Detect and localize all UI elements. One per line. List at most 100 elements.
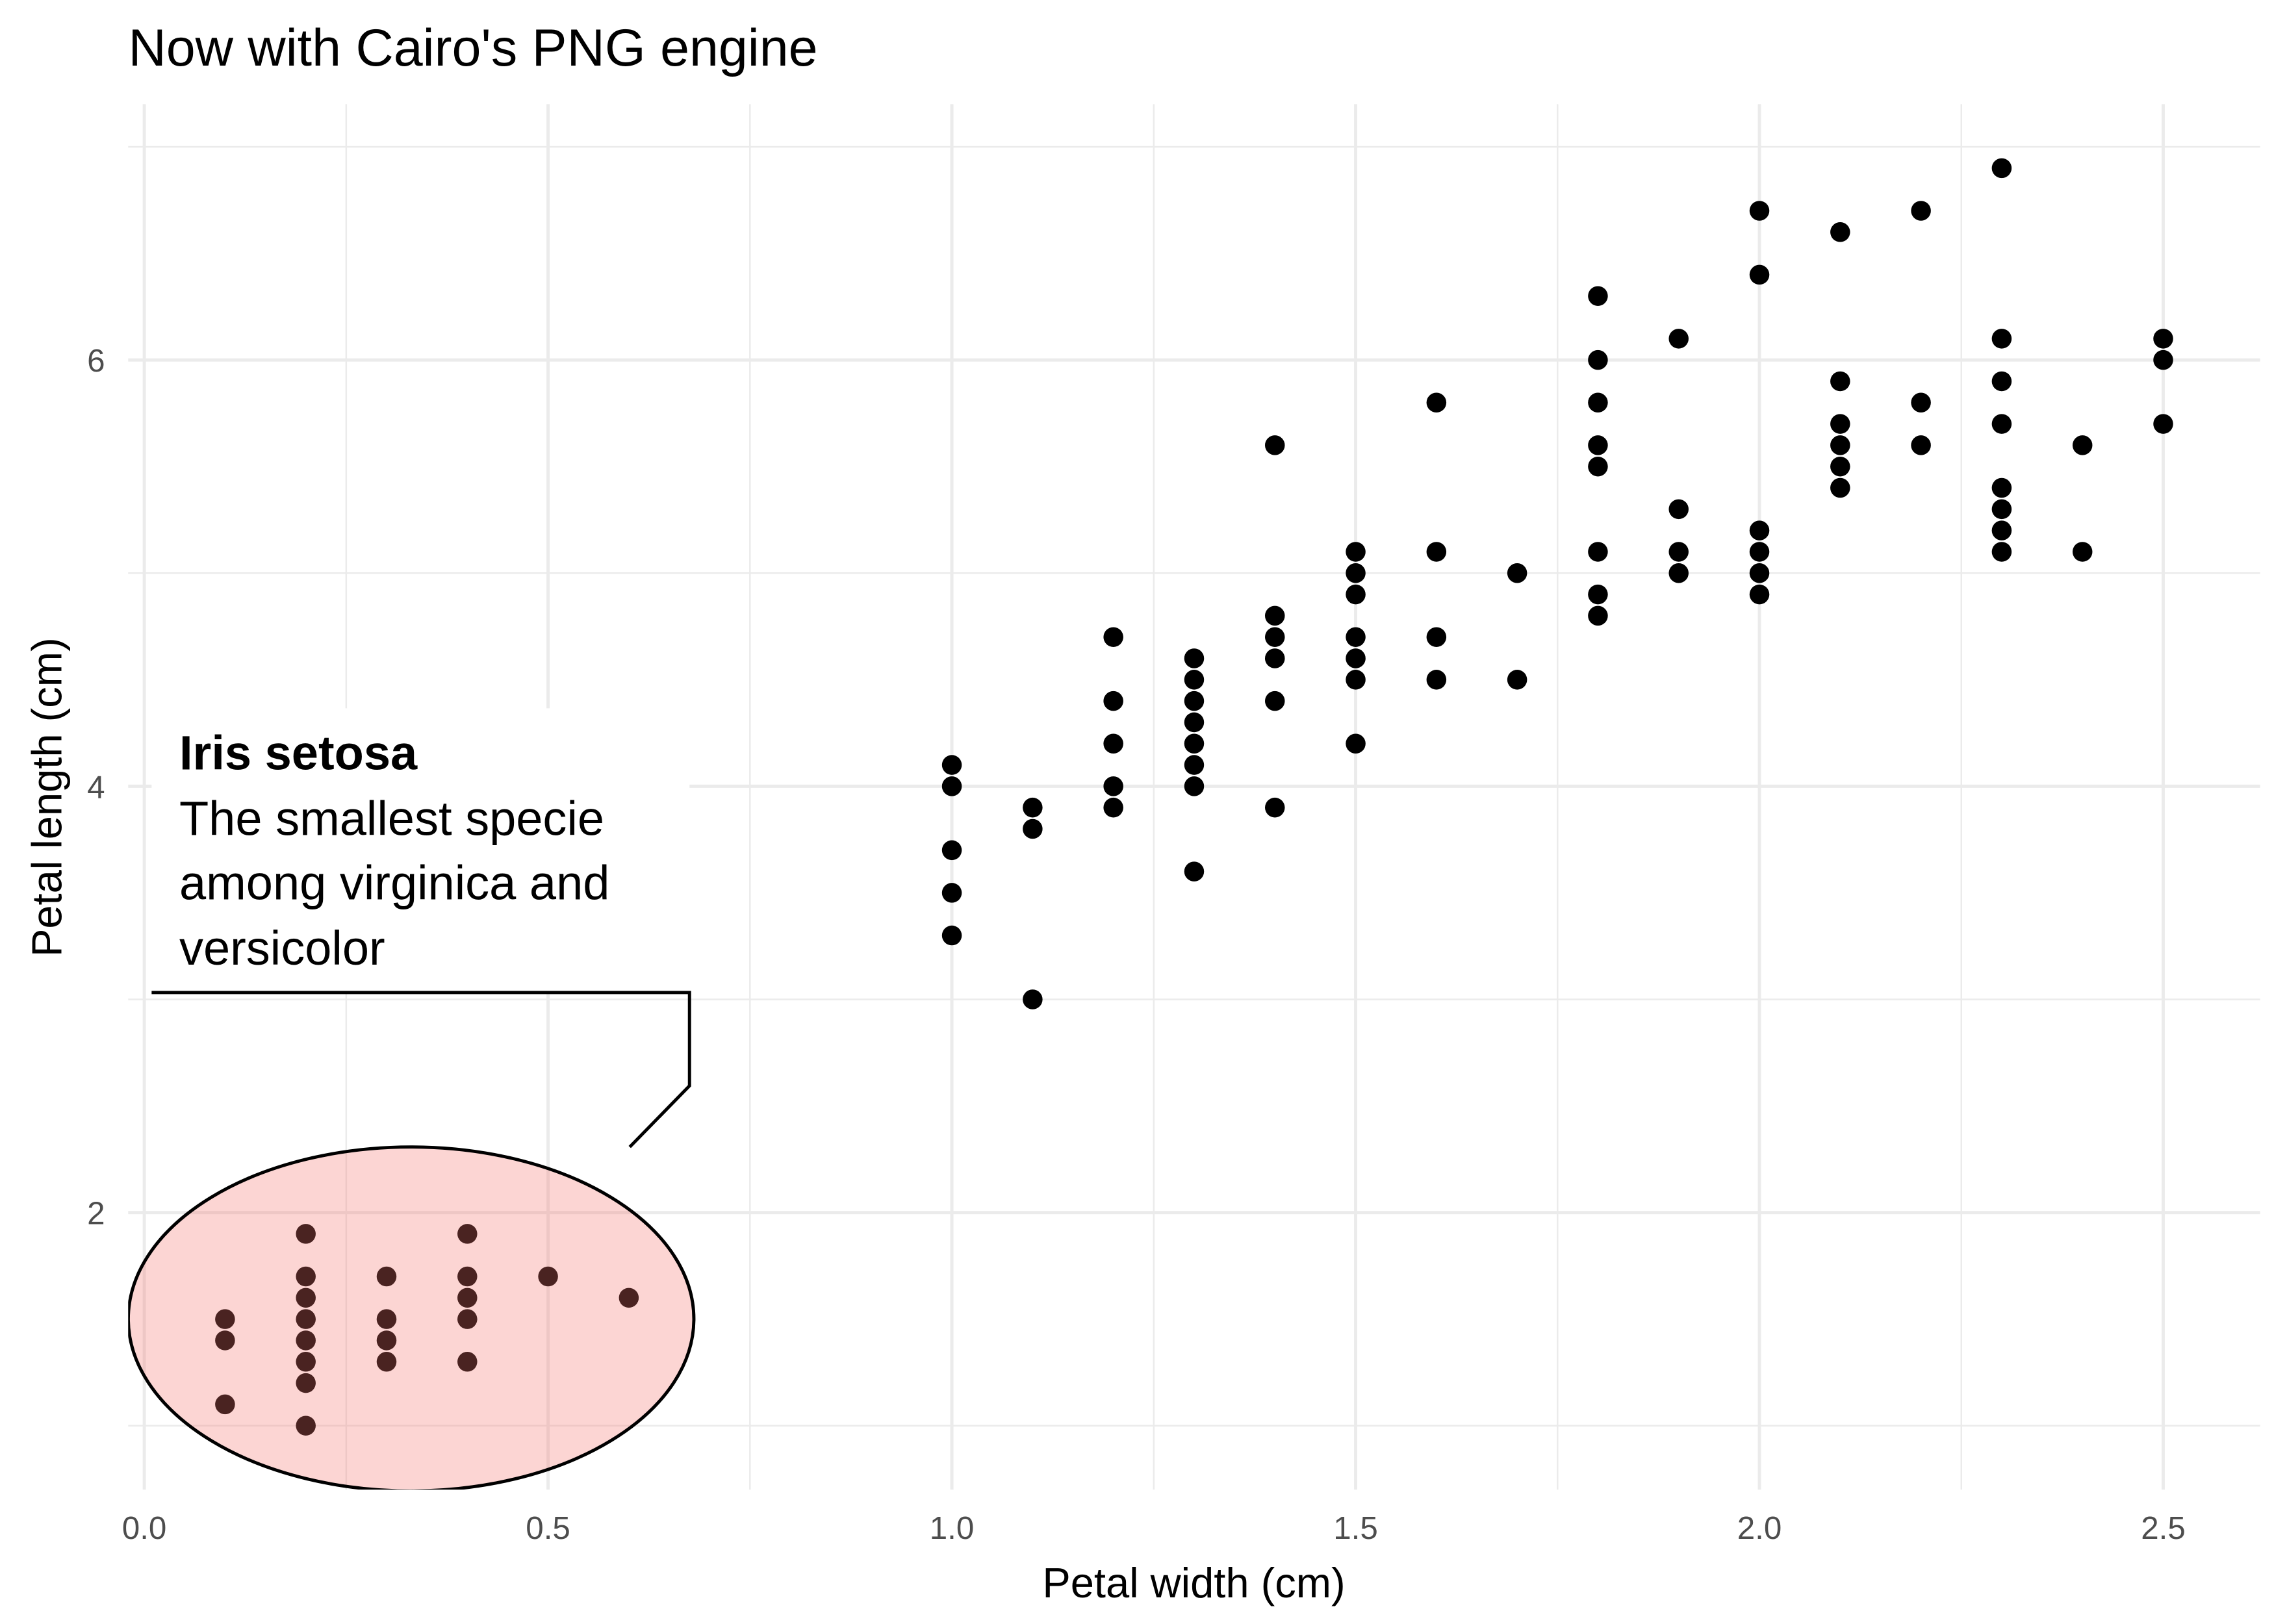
point [538, 1266, 558, 1287]
point [1023, 818, 1043, 839]
x-tick-label: 2.0 [1737, 1510, 1782, 1546]
point [1911, 201, 1931, 221]
point [457, 1288, 478, 1308]
point [2153, 414, 2173, 434]
point [1668, 499, 1689, 520]
point [1346, 584, 1366, 605]
point [215, 1330, 235, 1351]
point [296, 1330, 316, 1351]
point [296, 1224, 316, 1244]
point [1184, 776, 1205, 796]
point [1991, 329, 2012, 349]
point [1668, 329, 1689, 349]
point [1991, 542, 2012, 562]
point [215, 1309, 235, 1329]
point [941, 883, 962, 903]
point [1830, 435, 1850, 455]
point [1991, 499, 2012, 520]
point [296, 1288, 316, 1308]
point [1184, 755, 1205, 775]
point [1023, 797, 1043, 818]
point [1991, 371, 2012, 392]
point [1749, 264, 1770, 285]
point [296, 1309, 316, 1329]
point [296, 1415, 316, 1436]
point [1346, 627, 1366, 647]
point [1426, 542, 1447, 562]
point [1184, 712, 1205, 733]
x-tick-label: 1.0 [930, 1510, 975, 1546]
point [1103, 733, 1123, 754]
point [941, 840, 962, 861]
point [1749, 201, 1770, 221]
x-tick-label: 2.5 [2141, 1510, 2186, 1546]
point [1023, 989, 1043, 1009]
x-axis-title: Petal width (cm) [1042, 1559, 1345, 1606]
point [1991, 477, 2012, 498]
point [1830, 371, 1850, 392]
point [376, 1352, 397, 1372]
point [941, 925, 962, 946]
point [1103, 691, 1123, 711]
point [1426, 392, 1447, 413]
point [1830, 222, 1850, 242]
point [1346, 542, 1366, 562]
point [457, 1352, 478, 1372]
point [1264, 435, 1285, 455]
point [1991, 158, 2012, 179]
point [1346, 563, 1366, 583]
annotation-connector [151, 991, 691, 1148]
point [941, 755, 962, 775]
point [457, 1309, 478, 1329]
point [1991, 520, 2012, 540]
point [941, 776, 962, 796]
point [1911, 435, 1931, 455]
point [1184, 670, 1205, 690]
point [1507, 563, 1527, 583]
chart-title: Now with Cairo's PNG engine [128, 19, 817, 77]
point [1264, 797, 1285, 818]
point [1103, 797, 1123, 818]
point [1588, 584, 1608, 605]
point [1588, 542, 1608, 562]
point [1264, 691, 1285, 711]
point [1588, 605, 1608, 626]
point [1507, 670, 1527, 690]
point [1588, 456, 1608, 477]
point [1668, 563, 1689, 583]
point [1184, 648, 1205, 668]
y-axis-title: Petal length (cm) [23, 637, 70, 957]
annotation-label: Iris setosa [179, 726, 418, 780]
point [1264, 648, 1285, 668]
annotation-text: among virginica and [179, 856, 609, 909]
point [1588, 286, 1608, 306]
point [1588, 435, 1608, 455]
point [1588, 392, 1608, 413]
point [1830, 456, 1850, 477]
point [1749, 584, 1770, 605]
x-tick-label: 1.5 [1333, 1510, 1378, 1546]
point [1264, 627, 1285, 647]
point [1426, 670, 1447, 690]
point [1668, 542, 1689, 562]
point [296, 1352, 316, 1372]
point [2153, 349, 2173, 370]
point [1346, 670, 1366, 690]
point [296, 1266, 316, 1287]
point [2072, 542, 2093, 562]
point [1588, 349, 1608, 370]
point [2153, 329, 2173, 349]
annotation: Iris setosa The smallest specie among vi… [128, 708, 696, 1490]
point [376, 1309, 397, 1329]
point [1911, 392, 1931, 413]
point [1264, 605, 1285, 626]
point [1346, 648, 1366, 668]
point [1830, 414, 1850, 434]
point [1346, 733, 1366, 754]
point [1749, 542, 1770, 562]
point [1184, 861, 1205, 882]
point [619, 1288, 639, 1308]
point [1426, 627, 1447, 647]
